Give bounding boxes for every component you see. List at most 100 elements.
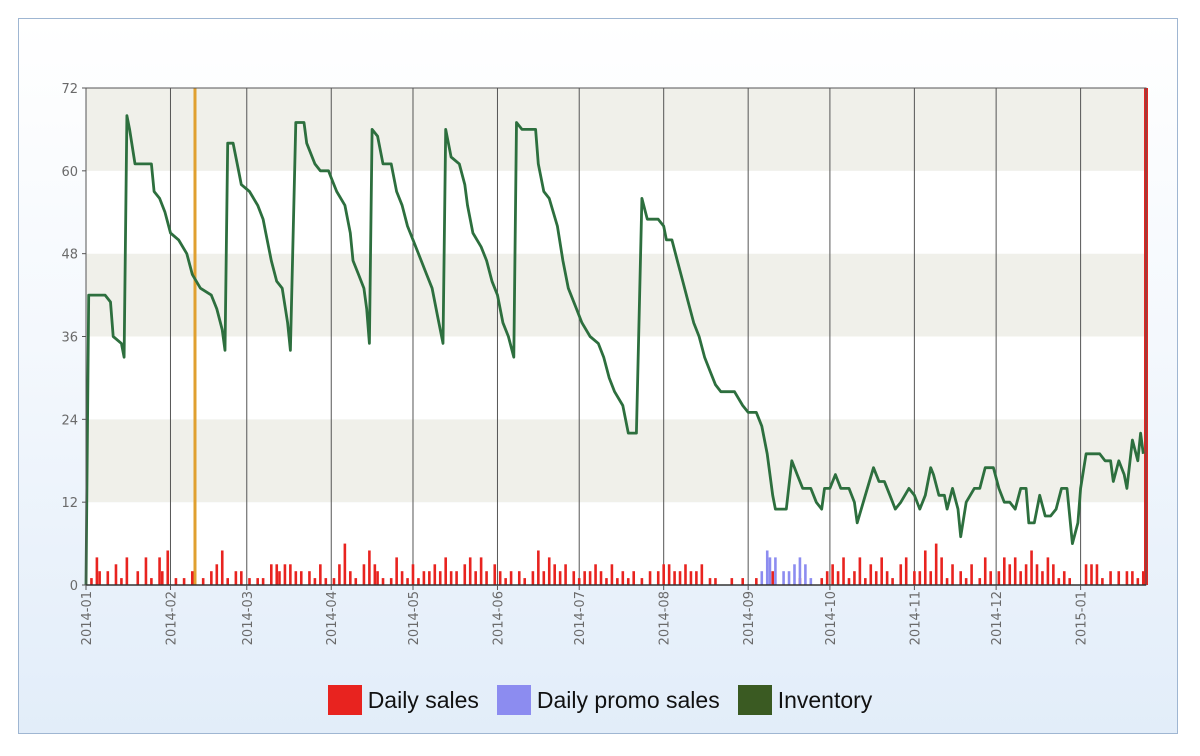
x-tick-label: 2014-04 [325,591,340,645]
bar-daily-sales [106,571,110,585]
bar-daily-promo-sales [787,571,791,585]
bar-daily-promo-sales [782,571,785,585]
bar-daily-sales [275,564,279,585]
y-tick-label: 24 [61,413,78,428]
grid-band [86,419,1146,503]
chart-legend: Daily sales Daily promo sales Inventory [0,683,1200,717]
bar-daily-sales [1041,571,1044,585]
bar-daily-sales [918,571,922,585]
bar-daily-sales [714,578,717,585]
bar-daily-sales [332,578,336,585]
bar-daily-sales [940,557,943,585]
bar-daily-sales [869,564,873,585]
legend-label-daily-sales: Daily sales [367,686,479,713]
bar-daily-sales [468,557,472,585]
bar-daily-sales [433,564,437,585]
bar-daily-sales [989,571,992,585]
y-tick-label: 36 [61,331,78,346]
x-tick-label: 2014-07 [573,591,588,645]
bar-daily-promo-sales [804,564,807,585]
bar-daily-sales [234,571,238,585]
bar-daily-sales [98,571,101,585]
bar-daily-sales [831,564,834,585]
x-tick-label: 2014-06 [491,591,506,645]
bar-daily-sales [1057,578,1061,585]
bar-daily-sales [114,564,118,585]
legend-swatch-daily-sales [327,685,362,715]
bar-daily-sales [1101,578,1104,585]
bar-daily-sales [220,550,224,585]
bar-daily-sales [368,550,371,585]
bar-daily-sales [599,571,603,585]
bar-daily-sales [210,571,213,585]
bar-daily-sales [689,571,693,585]
x-tick-label: 2014-02 [164,591,179,645]
bar-daily-sales [1052,564,1055,585]
bar-daily-sales [864,578,867,585]
bar-daily-sales [308,571,311,585]
bar-daily-sales [338,564,341,585]
bar-daily-sales [553,564,556,585]
bar-daily-promo-sales [798,557,802,585]
bar-daily-sales [517,571,521,585]
bar-daily-sales [294,571,298,585]
bar-daily-sales [376,571,379,585]
bar-daily-sales [847,578,851,585]
bar-daily-promo-sales [774,557,777,585]
x-tick-label: 2014-08 [658,591,673,645]
bar-daily-sales [885,571,889,585]
bar-daily-sales [1046,557,1050,585]
bar-daily-sales [406,578,409,585]
bar-daily-sales [182,578,186,585]
bar-daily-sales [970,564,973,585]
bar-daily-sales [455,571,458,585]
bar-daily-sales [125,557,129,585]
bar-daily-sales [428,571,431,585]
bar-daily-sales [616,578,619,585]
bar-daily-sales [299,571,303,585]
x-tick-label: 2014-09 [742,591,757,645]
bar-daily-sales [523,578,527,585]
bar-daily-sales [349,571,352,585]
bar-daily-sales [959,571,963,585]
bar-daily-sales [144,557,148,585]
bar-daily-sales [313,578,317,585]
y-tick-label: 60 [61,165,78,180]
bar-daily-sales [120,578,123,585]
bar-daily-sales [632,571,636,585]
bar-daily-sales [1125,571,1129,585]
bar-daily-sales [226,578,229,585]
x-tick-label: 2015-01 [1075,591,1090,645]
legend-label-daily-promo-sales: Daily promo sales [536,686,720,713]
bar-daily-sales [695,571,698,585]
bar-daily-sales [945,578,949,585]
legend-swatch-daily-promo-sales [496,685,531,715]
bar-daily-sales [1008,564,1012,585]
bar-daily-sales [444,557,447,585]
legend-label-inventory: Inventory [777,686,873,713]
bar-daily-sales [899,564,903,585]
x-tick-label: 2014-03 [241,591,256,645]
bar-daily-sales [1035,564,1039,585]
bar-daily-sales [1068,578,1072,585]
bar-daily-sales [997,571,1001,585]
bar-daily-sales [983,557,987,585]
bar-daily-sales [542,571,546,585]
bar-daily-sales [90,578,93,585]
bar-daily-sales [493,564,497,585]
grid-band [86,170,1146,254]
bar-daily-sales [1117,571,1121,585]
bar-daily-sales [256,578,259,585]
bar-daily-sales [891,578,894,585]
bar-daily-sales [708,578,712,585]
legend-item-daily-sales: Daily sales [327,685,479,715]
bar-daily-sales [678,571,682,585]
bar-daily-sales [362,564,366,585]
bar-daily-sales [577,578,581,585]
bar-daily-promo-sales [793,564,796,585]
bar-daily-sales [572,571,576,585]
bar-daily-sales [166,550,170,585]
bar-daily-sales [588,571,592,585]
bar-daily-sales [381,578,385,585]
bar-daily-sales [730,578,734,585]
